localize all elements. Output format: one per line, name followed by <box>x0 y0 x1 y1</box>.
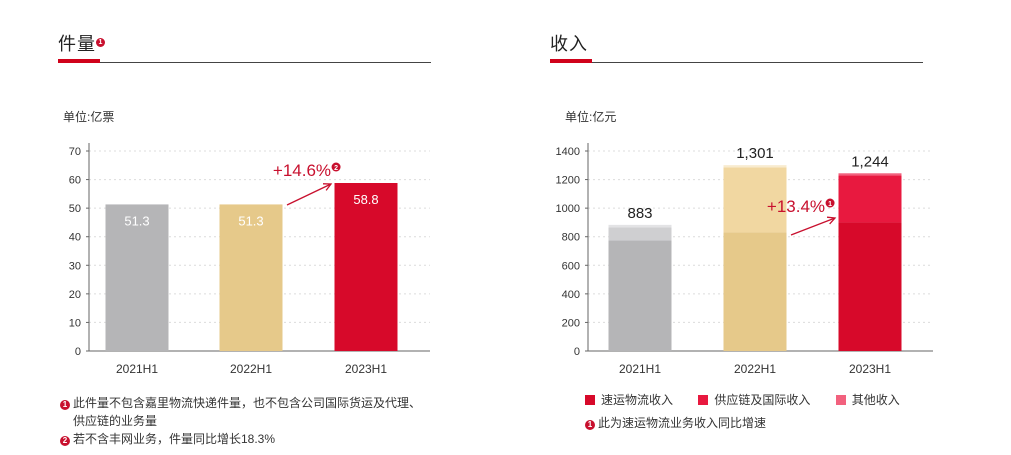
bar-segment-2021H1 <box>608 224 672 228</box>
bar-segment-2021H1 <box>608 240 672 351</box>
bar-segment-2021H1 <box>608 227 672 241</box>
y-tick-label: 200 <box>562 317 580 329</box>
legend-label: 供应链及国际收入 <box>714 393 811 407</box>
revenue-growth-footnote-num: 1 <box>828 201 832 208</box>
x-tick-label: 2021H1 <box>116 362 158 376</box>
revenue-title: 收入 <box>550 34 588 54</box>
bar-total-label: 883 <box>627 205 652 222</box>
y-tick-label: 30 <box>69 260 81 272</box>
bar-segment-2023H1 <box>838 173 902 176</box>
revenue-unit-label: 单位:亿元 <box>565 110 617 124</box>
volume-title-footnote-mark: 1 <box>96 37 105 47</box>
bar-2021H1 <box>105 204 169 351</box>
volume-title-wrap: 件量 1 <box>58 30 105 56</box>
note-mark: 1 <box>60 400 70 410</box>
revenue-growth-footnote-dot <box>825 198 835 208</box>
revenue-title-wrap: 收入 <box>550 30 588 56</box>
volume-growth-footnote-num: 2 <box>334 165 338 172</box>
legend-item-express: 速运物流收入 <box>585 391 673 408</box>
volume-note-1: 1 此件量不包含嘉里物流快递件量，也不包含公司国际货运及代理、 <box>60 394 421 412</box>
bar-value-label: 51.3 <box>238 213 263 228</box>
y-tick-label: 400 <box>562 289 580 301</box>
y-tick-label: 40 <box>69 232 81 244</box>
legend-label: 其他收入 <box>851 393 900 407</box>
note-mark: 1 <box>585 420 595 430</box>
volume-note-2: 2 若不含丰网业务，件量同比增长18.3% <box>60 430 421 448</box>
revenue-title-accent <box>550 59 592 63</box>
y-tick-label: 1000 <box>556 203 580 215</box>
bar-segment-2022H1 <box>723 165 787 168</box>
x-tick-label: 2022H1 <box>734 362 776 376</box>
volume-panel: 件量 1 单位:亿票 0 10 20 30 40 50 60 70 51.3 2021H1 51.3 2… <box>0 0 500 455</box>
volume-notes: 1 此件量不包含嘉里物流快递件量，也不包含公司国际货运及代理、 供应链的业务量 2… <box>60 394 421 448</box>
note-text: 供应链的业务量 <box>73 414 158 428</box>
revenue-title-underline <box>550 62 923 63</box>
revenue-chart: 0 200 400 600 800 1000 1200 1400 883 2021H1 1,301 2… <box>556 143 933 376</box>
bar-total-label: 1,301 <box>736 145 774 162</box>
revenue-notes: 1 此为速运物流业务收入同比增速 <box>585 414 766 432</box>
revenue-growth-label: +13.4% <box>767 197 825 216</box>
legend-swatch <box>835 395 846 405</box>
x-tick-label: 2023H1 <box>849 362 891 376</box>
volume-title-accent <box>58 59 100 63</box>
volume-unit-label: 单位:亿票 <box>63 110 115 124</box>
volume-growth-footnote-dot <box>331 162 341 172</box>
y-tick-label: 0 <box>75 346 81 358</box>
y-tick-label: 800 <box>562 232 580 244</box>
x-tick-label: 2023H1 <box>345 362 387 376</box>
volume-growth-head <box>322 183 333 191</box>
y-tick-label: 600 <box>562 260 580 272</box>
y-tick-label: 1200 <box>556 175 580 187</box>
y-tick-label: 0 <box>574 346 580 358</box>
volume-note-1-cont: 供应链的业务量 <box>60 412 421 430</box>
bar-value-label: 51.3 <box>124 213 149 228</box>
x-tick-label: 2021H1 <box>619 362 661 376</box>
note-mark: 2 <box>60 436 70 446</box>
legend-swatch <box>698 395 709 405</box>
bar-segment-2022H1 <box>723 232 787 351</box>
bar-2023H1 <box>334 183 398 351</box>
note-text: 此件量不包含嘉里物流快递件量，也不包含公司国际货运及代理、 <box>73 396 422 410</box>
bar-segment-2023H1 <box>838 222 902 351</box>
y-tick-label: 60 <box>69 175 81 187</box>
volume-growth-label: +14.6% <box>273 161 331 180</box>
revenue-growth-head <box>826 216 837 225</box>
note-text: 此为速运物流业务收入同比增速 <box>598 416 767 430</box>
revenue-panel: 收入 单位:亿元 0 200 400 600 800 1000 1200 1400 883 202… <box>500 0 1011 455</box>
legend-swatch <box>585 395 595 405</box>
volume-chart: 0 10 20 30 40 50 60 70 51.3 2021H1 51.3 2022H1 58.8 2… <box>69 143 430 376</box>
y-tick-label: 70 <box>69 146 81 158</box>
note-text: 若不含丰网业务，件量同比增长18.3% <box>73 432 276 446</box>
x-tick-label: 2022H1 <box>230 362 272 376</box>
volume-title: 件量 <box>58 34 96 54</box>
y-tick-label: 20 <box>69 289 81 301</box>
revenue-growth-line <box>790 217 836 236</box>
volume-growth-line <box>286 183 332 206</box>
bar-2022H1 <box>219 204 283 351</box>
legend-label: 速运物流收入 <box>601 393 674 407</box>
revenue-note-1: 1 此为速运物流业务收入同比增速 <box>585 414 766 432</box>
bar-segment-2022H1 <box>723 167 787 233</box>
legend-item-supply-chain: 供应链及国际收入 <box>698 391 810 408</box>
y-tick-label: 1400 <box>556 146 580 158</box>
y-tick-label: 10 <box>69 317 81 329</box>
legend-item-other: 其他收入 <box>835 391 900 408</box>
bar-total-label: 1,244 <box>851 153 889 170</box>
bar-segment-2023H1 <box>838 175 902 223</box>
revenue-legend: 速运物流收入 供应链及国际收入 其他收入 <box>585 391 922 408</box>
bar-value-label: 58.8 <box>353 192 378 207</box>
volume-title-underline <box>58 62 431 63</box>
y-tick-label: 50 <box>69 203 81 215</box>
